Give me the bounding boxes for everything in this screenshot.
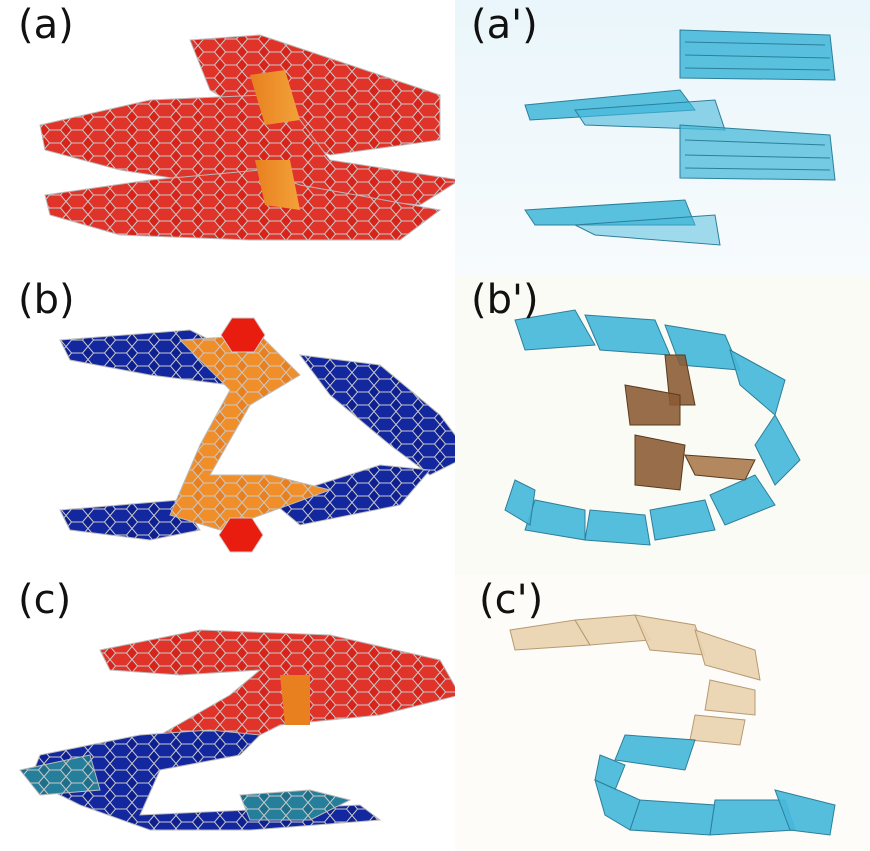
helicene-red-blue-image: [19, 629, 455, 831]
panel-label-c: (c): [18, 577, 72, 623]
block-helix-beige-cyan-image: [509, 614, 836, 836]
panel-label-b: (b): [18, 277, 75, 323]
helicene-blue-orange-image: [59, 317, 455, 553]
panel-c-prime: (c'): [455, 575, 870, 851]
block-helix-cyan-image: [524, 29, 836, 246]
block-helix-cyan-brown-image: [504, 309, 801, 546]
panel-label-c-prime: (c'): [479, 577, 544, 623]
panel-a: (a): [0, 0, 455, 275]
panel-label-a-prime: (a'): [471, 2, 538, 48]
panel-label-a: (a): [18, 2, 74, 48]
panel-c: (c): [0, 575, 455, 851]
panel-a-prime: (a'): [455, 0, 870, 275]
panel-b-prime: (b'): [455, 275, 870, 575]
panel-label-b-prime: (b'): [471, 277, 539, 323]
panel-b: (b): [0, 275, 455, 575]
helicene-red-image: [39, 34, 455, 241]
